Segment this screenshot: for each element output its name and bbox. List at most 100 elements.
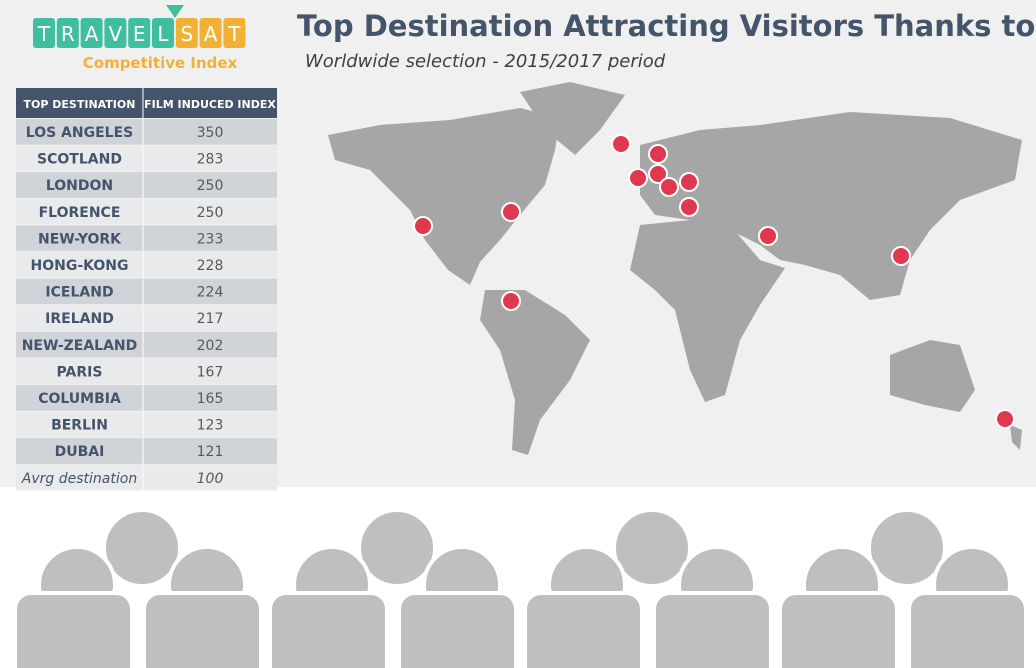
marker [648, 164, 668, 184]
marker [501, 202, 521, 222]
destination-name: Avrg destination [21, 471, 137, 487]
index-value: 250 [197, 205, 224, 221]
index-value: 228 [197, 258, 224, 274]
logo-tile [128, 18, 151, 48]
logo-tile [175, 18, 198, 48]
subtitle: Worldwide selection - 2015/2017 period [305, 51, 666, 72]
marker [995, 409, 1015, 429]
destination-name: NEW-YORK [38, 231, 122, 247]
logo-letter: R [61, 22, 75, 46]
column-header: TOP DESTINATION [24, 98, 136, 111]
logo-caption: Competitive Index [83, 54, 238, 72]
row-bg [16, 305, 277, 331]
logo-letter: L [157, 22, 169, 46]
row-bg [16, 278, 277, 305]
index-value: 100 [197, 471, 224, 487]
marker [648, 144, 668, 164]
body [523, 591, 644, 668]
logo-letter: S [180, 22, 193, 46]
logo-tile [152, 18, 174, 48]
index-value: 167 [197, 364, 224, 380]
destination-name: LOS ANGELES [26, 125, 133, 141]
logo-letter: T [227, 22, 241, 46]
new-zealand-land [1010, 425, 1022, 450]
column-header: FILM INDUCED INDEX [144, 98, 276, 111]
marker [611, 134, 631, 154]
world-map [328, 82, 1022, 455]
logo-letter: V [109, 22, 123, 46]
index-value: 224 [197, 285, 224, 301]
index-value: 121 [197, 444, 224, 460]
logo-tile [80, 18, 103, 48]
index-value: 123 [197, 418, 224, 434]
logo-mark [166, 5, 184, 18]
destination-name: PARIS [57, 364, 103, 380]
greenland [520, 82, 625, 155]
destination-name: BERLIN [51, 418, 108, 434]
marker [758, 226, 778, 246]
destination-name: SCOTLAND [37, 152, 122, 168]
body [13, 591, 134, 668]
australia [890, 340, 975, 412]
row-bg [16, 358, 277, 384]
head [102, 508, 182, 588]
marker [628, 168, 648, 188]
row-bg [16, 252, 277, 278]
index-value: 202 [197, 338, 224, 354]
row-bg [16, 331, 277, 358]
logo-tile [33, 18, 55, 48]
destination-name: NEW-ZEALAND [22, 338, 138, 354]
audience-silhouettes [13, 508, 1028, 668]
ranking-table: TOP DESTINATION FILM INDUCED INDEX LOS ANG… [16, 88, 277, 491]
logo-letter: A [85, 22, 99, 46]
logo-letter: T [37, 22, 51, 46]
body [778, 591, 899, 668]
logo-tile [56, 18, 79, 48]
destination-name: ICELAND [45, 285, 113, 301]
marker [679, 172, 699, 192]
destination-name: FLORENCE [39, 205, 121, 221]
body [142, 591, 263, 668]
row-bg [16, 464, 277, 491]
body [268, 591, 389, 668]
logo-tile [199, 18, 222, 48]
marker [679, 197, 699, 217]
destination-name: DUBAI [55, 444, 105, 460]
head [357, 508, 437, 588]
marker [891, 246, 911, 266]
row-bg [16, 119, 277, 145]
row-bg [16, 438, 277, 464]
row-bg [16, 385, 277, 411]
index-value: 233 [197, 231, 224, 247]
logo-letter: A [204, 22, 218, 46]
eurasia [640, 112, 1022, 300]
header-bg [16, 88, 277, 118]
destination-name: IRELAND [45, 311, 114, 327]
africa [630, 220, 785, 402]
destination-name: HONG-KONG [31, 258, 129, 274]
logo-tile [104, 18, 127, 48]
logo-letter: E [133, 22, 146, 46]
marker [501, 291, 521, 311]
body [907, 591, 1028, 668]
index-value: 165 [197, 391, 224, 407]
logo-tile [223, 18, 246, 48]
row-bg [16, 225, 277, 251]
body [652, 591, 773, 668]
south-america [480, 290, 590, 455]
title: Top Destination Attracting Visitors Than… [297, 9, 1036, 43]
row-bg [16, 172, 277, 198]
row-bg [16, 411, 277, 438]
index-value: 217 [197, 311, 224, 327]
index-value: 350 [197, 125, 224, 141]
body [397, 591, 518, 668]
index-value: 283 [197, 152, 224, 168]
destination-name: COLUMBIA [38, 391, 121, 407]
head [612, 508, 692, 588]
marker [413, 216, 433, 236]
row-bg [16, 198, 277, 225]
index-value: 250 [197, 178, 224, 194]
